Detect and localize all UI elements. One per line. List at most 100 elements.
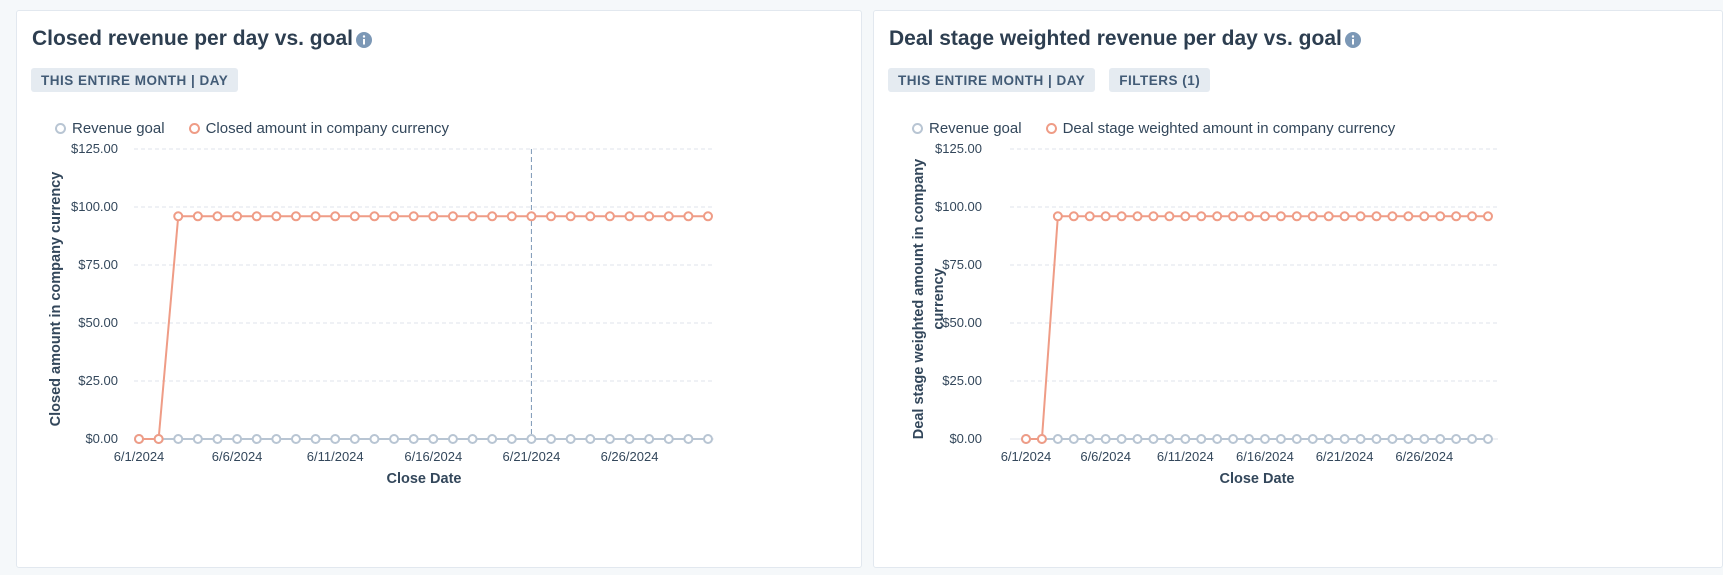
date-range-tag[interactable]: THIS ENTIRE MONTH | DAY bbox=[31, 68, 239, 92]
data-point bbox=[1403, 211, 1414, 222]
data-point bbox=[467, 211, 478, 222]
data-point bbox=[290, 434, 301, 444]
data-point bbox=[546, 211, 557, 222]
data-point bbox=[487, 211, 498, 222]
data-point bbox=[369, 211, 380, 222]
data-point bbox=[349, 434, 360, 444]
data-point bbox=[447, 434, 458, 444]
legend-marker-icon bbox=[1045, 123, 1057, 134]
legend-item-weighted-amount[interactable]: Deal stage weighted amount in company cu… bbox=[1045, 120, 1396, 137]
info-circle-icon[interactable] bbox=[355, 32, 372, 48]
line-chart[interactable]: $0.00 $25.00 $50.00 $75.00 $100.00 $125.00 6/1… bbox=[17, 11, 863, 569]
data-point bbox=[565, 434, 576, 444]
legend-item-revenue-goal[interactable]: Revenue goal bbox=[55, 120, 165, 137]
data-point bbox=[173, 434, 184, 444]
data-point bbox=[624, 211, 635, 222]
data-point bbox=[1116, 211, 1127, 222]
data-point bbox=[624, 434, 635, 444]
series-line-amount bbox=[139, 215, 708, 440]
data-point bbox=[585, 434, 596, 444]
data-point bbox=[1052, 434, 1063, 444]
y-tick-label: $125.00 bbox=[935, 141, 982, 156]
x-tick-label: 6/11/2024 bbox=[307, 449, 364, 464]
x-tick-label: 6/21/2024 bbox=[1316, 449, 1374, 464]
date-range-tag[interactable]: THIS ENTIRE MONTH | DAY bbox=[888, 68, 1096, 92]
card-title-text: Deal stage weighted revenue per day vs. … bbox=[889, 27, 1342, 50]
data-point bbox=[1291, 211, 1302, 222]
data-point bbox=[1483, 434, 1493, 444]
data-point bbox=[546, 434, 557, 444]
data-point bbox=[1275, 211, 1286, 222]
legend-label: Revenue goal bbox=[929, 120, 1022, 137]
line-chart[interactable]: $0.00 $25.00 $50.00 $75.00 $100.00 $125.00 6/1… bbox=[874, 11, 1723, 569]
data-point bbox=[487, 434, 498, 444]
data-point bbox=[703, 211, 713, 222]
data-point bbox=[1148, 211, 1159, 222]
chart-legend: Revenue goal Closed amount in company cu… bbox=[55, 120, 449, 137]
x-tick-label: 6/26/2024 bbox=[1395, 449, 1453, 464]
data-point bbox=[1116, 434, 1127, 444]
x-tick-label: 6/16/2024 bbox=[404, 449, 462, 464]
data-point bbox=[212, 434, 223, 444]
y-tick-label: $75.00 bbox=[78, 257, 118, 272]
data-point bbox=[428, 434, 439, 444]
data-point bbox=[153, 434, 164, 444]
y-tick-label: $0.00 bbox=[85, 431, 118, 446]
y-tick-label: $50.00 bbox=[942, 315, 982, 330]
info-circle-icon[interactable] bbox=[1344, 32, 1361, 48]
data-point bbox=[1100, 211, 1111, 222]
y-axis-title: currency bbox=[931, 268, 947, 329]
data-point bbox=[585, 211, 596, 222]
data-point bbox=[1244, 434, 1255, 444]
data-point bbox=[1435, 211, 1446, 222]
data-point bbox=[447, 211, 458, 222]
data-point bbox=[1068, 434, 1079, 444]
data-point bbox=[408, 211, 419, 222]
data-point bbox=[1244, 211, 1255, 222]
y-axis-title: Deal stage weighted amount in company bbox=[911, 159, 927, 439]
y-axis-title: Closed amount in company currency bbox=[48, 172, 64, 427]
y-tick-label: $25.00 bbox=[942, 373, 982, 388]
data-point bbox=[310, 211, 321, 222]
filters-tag[interactable]: FILTERS (1) bbox=[1109, 68, 1211, 92]
data-point bbox=[1483, 211, 1493, 222]
data-point bbox=[428, 211, 439, 222]
data-point bbox=[232, 434, 243, 444]
data-point bbox=[1052, 211, 1063, 222]
data-point bbox=[1339, 434, 1350, 444]
y-tick-label: $100.00 bbox=[935, 199, 982, 214]
filter-tags: THIS ENTIRE MONTH | DAY bbox=[31, 68, 239, 92]
legend-label: Deal stage weighted amount in company cu… bbox=[1062, 120, 1396, 137]
data-point bbox=[1467, 434, 1478, 444]
data-point bbox=[526, 434, 537, 444]
data-point bbox=[1355, 434, 1366, 444]
data-point bbox=[232, 211, 243, 222]
legend-item-revenue-goal[interactable]: Revenue goal bbox=[912, 120, 1022, 137]
data-point bbox=[1307, 434, 1318, 444]
data-point bbox=[290, 211, 301, 222]
data-point bbox=[604, 434, 615, 444]
data-point bbox=[703, 434, 713, 444]
data-point bbox=[1148, 434, 1159, 444]
legend-item-closed-amount[interactable]: Closed amount in company currency bbox=[188, 120, 449, 137]
data-point bbox=[506, 434, 517, 444]
x-tick-label: 6/6/2024 bbox=[212, 449, 263, 464]
data-point bbox=[1196, 434, 1207, 444]
data-point bbox=[1259, 211, 1270, 222]
x-axis-title: Close Date bbox=[387, 471, 462, 487]
card-title: Closed revenue per day vs. goal bbox=[32, 27, 372, 51]
data-point bbox=[369, 434, 380, 444]
card-title-text: Closed revenue per day vs. goal bbox=[32, 27, 353, 50]
data-point bbox=[1323, 434, 1334, 444]
y-tick-label: $125.00 bbox=[71, 141, 118, 156]
data-point bbox=[644, 434, 655, 444]
data-point bbox=[1323, 211, 1334, 222]
data-point bbox=[604, 211, 615, 222]
chart-group: $0.00 $25.00 $50.00 $75.00 $100.00 $125.00 6/1… bbox=[911, 141, 1498, 487]
data-point bbox=[1387, 434, 1398, 444]
data-point bbox=[330, 211, 341, 222]
data-point bbox=[271, 211, 282, 222]
data-point bbox=[1100, 434, 1111, 444]
x-tick-label: 6/26/2024 bbox=[601, 449, 659, 464]
data-point bbox=[251, 434, 262, 444]
